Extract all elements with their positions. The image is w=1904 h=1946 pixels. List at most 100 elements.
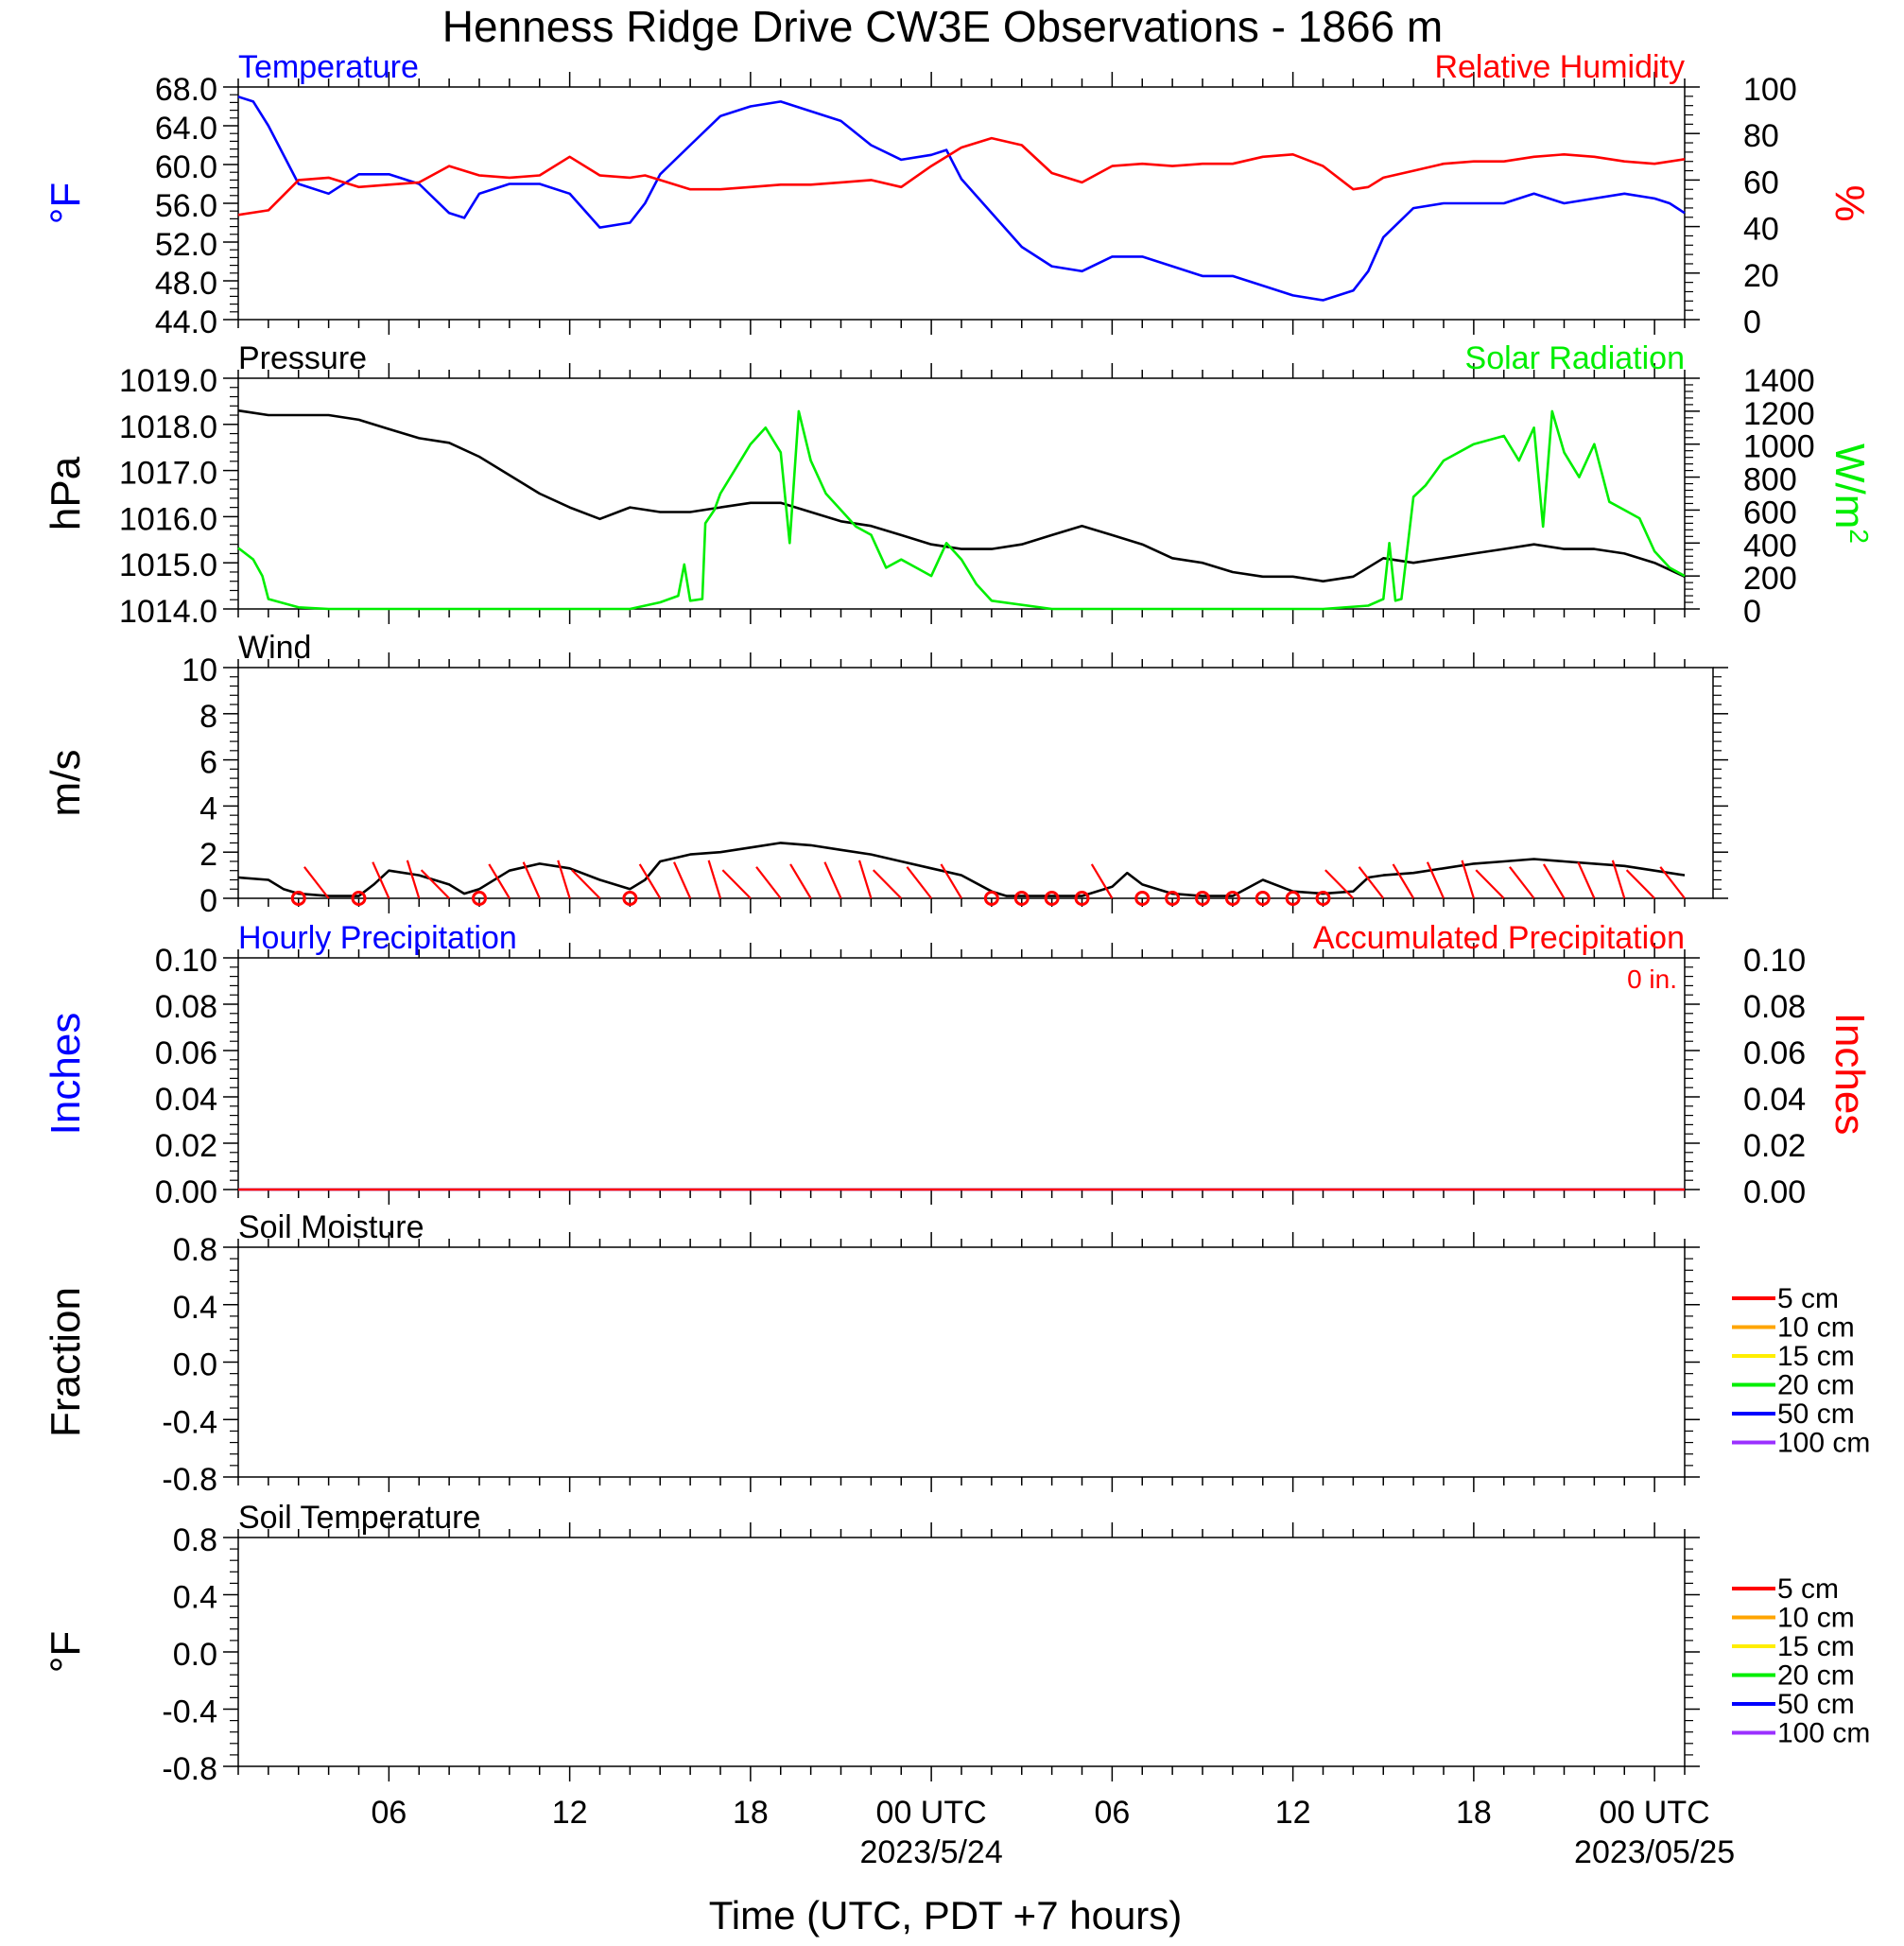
wind-barb (420, 869, 450, 899)
wind-barb (857, 860, 873, 899)
wind-barb (1509, 866, 1535, 899)
y-tick-label-left: 0.4 (173, 1580, 217, 1616)
y-tick-label-left: -0.8 (162, 1462, 217, 1498)
legend-label: 5 cm (1777, 1573, 1839, 1605)
legend-label: 15 cm (1777, 1341, 1855, 1372)
y-tick-label-right: 1000 (1743, 429, 1815, 465)
y-axis-label-superscript: 2 (1845, 529, 1875, 544)
wind-barb (638, 863, 662, 899)
x-tick-label: 00 UTC (876, 1795, 987, 1831)
wind-barb (1324, 869, 1355, 899)
wind-barb (789, 863, 812, 899)
y-tick-label-left: 4 (199, 791, 217, 826)
accumulated-total-label: 0 in. (1627, 964, 1677, 994)
y-tick-label-right: 0.10 (1743, 943, 1806, 979)
wind-barb (1611, 860, 1626, 899)
x-tick-label: 18 (733, 1795, 769, 1831)
wind-barb (1577, 861, 1596, 899)
y-tick-label-right: 100 (1743, 72, 1797, 108)
legend-label: 15 cm (1777, 1631, 1855, 1662)
y-tick-label-right: 0.02 (1743, 1128, 1806, 1164)
y-axis-label-left: °F (43, 1631, 89, 1673)
wind-barb (906, 866, 932, 899)
panel-precipitation: 0.10 0.08 0.06 0.04 0.02 0.00 0.10 0.08 0.06 0.04… (43, 920, 1873, 1210)
y-tick-label-left: 0.8 (173, 1232, 217, 1268)
plot-frame (237, 377, 1686, 610)
y-axis-label-right: Inches (1826, 1013, 1873, 1136)
x-tick-label: 18 (1456, 1795, 1492, 1831)
y-tick-label-left: 1014.0 (119, 594, 217, 630)
plot-frame (237, 667, 1714, 899)
wind-barb (1392, 863, 1415, 899)
y-tick-label-left: 1016.0 (119, 501, 217, 537)
x-tick-label: 12 (552, 1795, 588, 1831)
legend-label: 20 cm (1777, 1660, 1855, 1692)
y-axis-label-right: % (1826, 184, 1873, 221)
y-tick-label-left: 48.0 (155, 266, 217, 302)
x-tick-label: 06 (371, 1795, 407, 1831)
y-tick-label-right: 0.04 (1743, 1082, 1806, 1118)
panel-title-right: Accumulated Precipitation (1313, 920, 1685, 956)
y-axis-label-left: Inches (43, 1013, 89, 1136)
legend-label: 10 cm (1777, 1312, 1855, 1344)
calm-wind-circle (622, 891, 638, 906)
panel-pressure-solar: 1019.0 1018.0 1017.0 1016.0 1015.0 1014.0 1400… (43, 340, 1875, 630)
y-tick-label-left: 60.0 (155, 149, 217, 185)
panel-title-left: Temperature (238, 49, 419, 85)
y-tick-label-right: 1400 (1743, 363, 1815, 399)
wind-barb (571, 869, 601, 899)
panel-title-left: Hourly Precipitation (238, 920, 517, 956)
x-tick-label: 12 (1275, 1795, 1311, 1831)
legend-label: 5 cm (1777, 1283, 1839, 1314)
panel-title-left: Soil Temperature (238, 1500, 480, 1536)
legend-label: 20 cm (1777, 1370, 1855, 1401)
y-axis-label-left: °F (43, 182, 89, 224)
series-line-relative-humidity (237, 136, 1686, 217)
x-axis-label: Time (UTC, PDT +7 hours) (709, 1893, 1183, 1937)
y-tick-label-left: 1017.0 (119, 456, 217, 492)
panel-title-left: Pressure (238, 340, 367, 376)
y-tick-label-right: 200 (1743, 561, 1797, 597)
wind-barb (872, 869, 903, 899)
y-tick-label-left: 68.0 (155, 72, 217, 108)
y-axis-label-left: Fraction (43, 1287, 89, 1437)
panel-title-left: Wind (238, 630, 311, 666)
wind-barb (721, 869, 752, 899)
wind-barb (557, 860, 571, 899)
series-line-temperature (237, 96, 1686, 302)
y-tick-label-right: 0.08 (1743, 989, 1806, 1025)
y-tick-label-right: 1200 (1743, 396, 1815, 432)
x-date-label: 2023/05/25 (1574, 1834, 1735, 1870)
calm-wind-circle (1013, 891, 1030, 906)
wind-barb (372, 861, 390, 899)
calm-wind-circle (1224, 891, 1240, 906)
calm-wind-circle (1165, 891, 1181, 906)
y-tick-label-left: 52.0 (155, 227, 217, 263)
calm-wind-circle (1285, 891, 1301, 906)
plot-frame (237, 1537, 1686, 1767)
y-tick-label-right: 80 (1743, 118, 1779, 154)
legend-label: 100 cm (1777, 1428, 1870, 1459)
wind-barb (1625, 869, 1655, 899)
calm-wind-circle (1255, 891, 1271, 906)
wind-barb (707, 860, 722, 899)
y-tick-label-left: 0.06 (155, 1035, 217, 1071)
y-tick-label-left: 0.00 (155, 1174, 217, 1210)
panel-wind: 10 8 6 4 2 0 Wind m/s (43, 630, 1728, 919)
wind-barb (522, 861, 541, 899)
plot-frame (237, 957, 1686, 1190)
panel-soil-moisture: 0.8 0.4 0.0 -0.4 -0.8 Soil Moisture Fraction 5 … (43, 1209, 1870, 1498)
y-tick-label-left: 0.04 (155, 1082, 217, 1118)
wind-barb (1426, 861, 1445, 899)
y-tick-label-left: -0.4 (162, 1694, 217, 1730)
x-date-label: 2023/5/24 (859, 1834, 1002, 1870)
calm-wind-circle (290, 891, 306, 906)
wind-barb (303, 866, 330, 899)
y-tick-label-left: 56.0 (155, 188, 217, 224)
series-line-solar-radiation (237, 409, 1686, 611)
legend-label: 10 cm (1777, 1603, 1855, 1634)
wind-barb (673, 861, 692, 899)
y-tick-label-left: 10 (182, 652, 217, 688)
